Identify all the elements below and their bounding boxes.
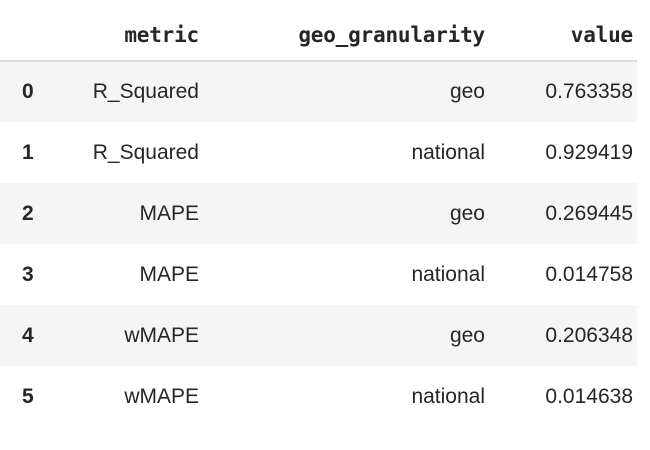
row-index: 2 <box>22 201 34 225</box>
cell-metric: MAPE <box>139 201 199 225</box>
column-header-geo-granularity: geo_granularity <box>205 0 487 62</box>
cell-geo-granularity: geo <box>449 323 485 347</box>
row-index: 5 <box>22 384 34 408</box>
cell-metric: wMAPE <box>124 384 199 408</box>
table-row: 3 MAPE national 0.014758 <box>0 244 637 305</box>
cell-metric: MAPE <box>139 262 199 286</box>
row-index: 3 <box>22 262 34 286</box>
column-header-value: value <box>487 0 637 62</box>
cell-value: 0.206348 <box>545 323 633 347</box>
table-header: metric geo_granularity value <box>0 0 637 62</box>
cell-metric: R_Squared <box>92 80 199 103</box>
cell-value: 0.763358 <box>545 80 633 103</box>
cell-metric: R_Squared <box>92 140 199 164</box>
metrics-table: metric geo_granularity value 0 R_Squared… <box>0 0 637 427</box>
table-body: 0 R_Squared geo 0.763358 1 R_Squared nat… <box>0 61 637 427</box>
cell-value: 0.014638 <box>545 384 633 408</box>
table-row: 4 wMAPE geo 0.206348 <box>0 305 637 366</box>
cell-geo-granularity: national <box>411 262 485 286</box>
cell-geo-granularity: national <box>411 140 485 164</box>
cell-geo-granularity: geo <box>449 201 485 225</box>
table-row: 0 R_Squared geo 0.763358 <box>0 61 637 122</box>
cell-geo-granularity: national <box>411 384 485 408</box>
header-row: metric geo_granularity value <box>0 0 637 62</box>
column-header-metric: metric <box>50 0 205 62</box>
cell-metric: wMAPE <box>124 323 199 347</box>
row-index: 4 <box>22 323 34 347</box>
cell-value: 0.929419 <box>545 140 633 164</box>
table-row: 2 MAPE geo 0.269445 <box>0 183 637 244</box>
table-row: 5 wMAPE national 0.014638 <box>0 366 637 427</box>
cell-value: 0.014758 <box>545 262 633 286</box>
row-index: 1 <box>22 140 34 164</box>
row-index: 0 <box>22 80 34 103</box>
table-row: 1 R_Squared national 0.929419 <box>0 122 637 183</box>
column-header-index <box>0 0 50 62</box>
cell-value: 0.269445 <box>545 201 633 225</box>
cell-geo-granularity: geo <box>449 80 485 103</box>
